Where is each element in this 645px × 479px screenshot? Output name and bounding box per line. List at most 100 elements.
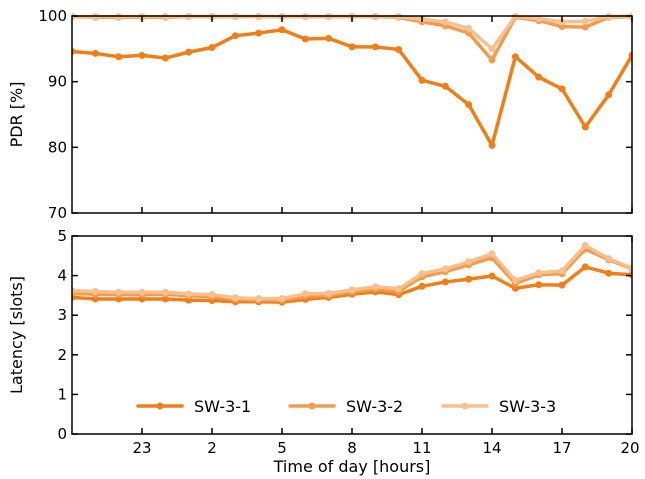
bottom-y-tick-label: 1 — [57, 385, 67, 403]
bottom-data-point — [418, 282, 426, 290]
bottom-y-tick-label: 4 — [57, 267, 67, 285]
top-data-point — [535, 73, 543, 81]
legend-marker — [308, 402, 316, 410]
top-y-axis-label: PDR [%] — [7, 82, 26, 148]
top-series-line — [72, 14, 632, 62]
bottom-data-point — [208, 291, 216, 299]
top-data-point — [441, 82, 449, 90]
top-panel: 70 80 90 100 PDR [%] — [7, 7, 633, 222]
x-tick-label: 11 — [412, 439, 431, 457]
top-data-point — [488, 45, 496, 53]
top-data-point — [208, 44, 216, 52]
bottom-data-point — [72, 287, 76, 295]
x-tick-label: 17 — [552, 439, 571, 457]
bottom-data-point — [301, 290, 309, 298]
bottom-data-point — [185, 290, 193, 298]
bottom-data-point — [535, 281, 543, 289]
legend-marker — [156, 402, 164, 410]
top-data-point — [325, 34, 333, 42]
top-data-point — [348, 43, 356, 51]
top-data-point — [301, 35, 309, 43]
top-data-point — [138, 51, 146, 59]
legend-entry: SW-3-1 — [136, 397, 251, 416]
top-data-point — [581, 23, 589, 31]
top-plot-lines — [72, 12, 632, 149]
legend-label: SW-3-1 — [194, 397, 251, 416]
bottom-data-point — [511, 276, 519, 284]
x-tick-label: 8 — [347, 439, 357, 457]
bottom-data-point — [628, 264, 632, 272]
top-data-point — [371, 43, 379, 51]
bottom-data-point — [231, 294, 239, 302]
bottom-data-point — [558, 267, 566, 275]
top-data-point — [231, 32, 239, 40]
bottom-data-point — [628, 271, 632, 279]
bottom-data-point — [115, 288, 123, 296]
top-series-SW-3-1 — [72, 26, 632, 149]
bottom-data-point — [255, 295, 263, 303]
bottom-series-SW-3-1 — [72, 263, 632, 306]
bottom-data-point — [488, 272, 496, 280]
bottom-data-point — [278, 295, 286, 303]
top-data-point — [395, 45, 403, 53]
bottom-data-point — [91, 287, 99, 295]
top-data-point — [185, 48, 193, 56]
bottom-series-SW-3-2 — [72, 245, 632, 304]
bottom-data-point — [558, 281, 566, 289]
bottom-data-point — [418, 270, 426, 278]
top-data-point — [605, 91, 613, 99]
x-tick-label: 2 — [207, 439, 217, 457]
top-data-point — [278, 26, 286, 34]
bottom-data-point — [581, 242, 589, 249]
legend-label: SW-3-2 — [346, 397, 403, 416]
bottom-data-point — [465, 258, 473, 266]
legend: SW-3-1 SW-3-2 SW-3-3 — [136, 397, 556, 416]
top-data-point — [418, 76, 426, 84]
bottom-y-tick-label: 3 — [57, 306, 67, 324]
x-tick-label: 5 — [277, 439, 287, 457]
top-y-tick-label: 100 — [38, 7, 67, 25]
top-data-point — [535, 15, 543, 23]
bottom-data-point — [441, 265, 449, 273]
top-y-tick-label: 80 — [48, 138, 67, 156]
legend-marker — [461, 402, 469, 410]
x-tick-label: 20 — [620, 439, 639, 457]
top-y-tick-label: 90 — [48, 73, 67, 91]
bottom-data-point — [581, 263, 589, 271]
bottom-data-point — [371, 283, 379, 291]
top-data-point — [441, 18, 449, 26]
x-tick-label: 23 — [132, 439, 151, 457]
bottom-data-point — [441, 278, 449, 286]
top-data-point — [465, 101, 473, 109]
bottom-y-tick-label: 0 — [57, 425, 67, 443]
top-data-point — [465, 24, 473, 32]
top-data-point — [558, 85, 566, 93]
bottom-data-point — [395, 285, 403, 293]
top-data-point — [488, 141, 496, 149]
top-plot-frame — [71, 15, 633, 214]
top-y-ticks: 70 80 90 100 — [38, 7, 632, 222]
x-tick-label: 14 — [482, 439, 501, 457]
bottom-x-ticks: 23 2 5 8 11 14 17 20 — [132, 236, 640, 457]
bottom-plot-frame — [71, 235, 633, 435]
top-data-point — [161, 54, 169, 62]
top-data-point — [581, 123, 589, 131]
bottom-data-point — [465, 275, 473, 283]
bottom-plot-lines — [72, 242, 632, 306]
legend-entry: SW-3-3 — [441, 397, 556, 416]
top-data-point — [255, 29, 263, 37]
bottom-data-point — [325, 289, 333, 297]
bottom-data-point — [535, 269, 543, 277]
bottom-y-tick-label: 2 — [57, 346, 67, 364]
legend-entry: SW-3-2 — [288, 397, 403, 416]
top-data-point — [91, 49, 99, 57]
bottom-data-point — [161, 288, 169, 296]
bottom-series-SW-3-3 — [72, 242, 632, 303]
top-data-point — [511, 53, 519, 61]
x-axis-label: Time of day [hours] — [273, 457, 431, 476]
bottom-y-axis-label: Latency [slots] — [7, 276, 26, 394]
bottom-data-point — [605, 269, 613, 277]
top-data-point — [628, 51, 632, 59]
